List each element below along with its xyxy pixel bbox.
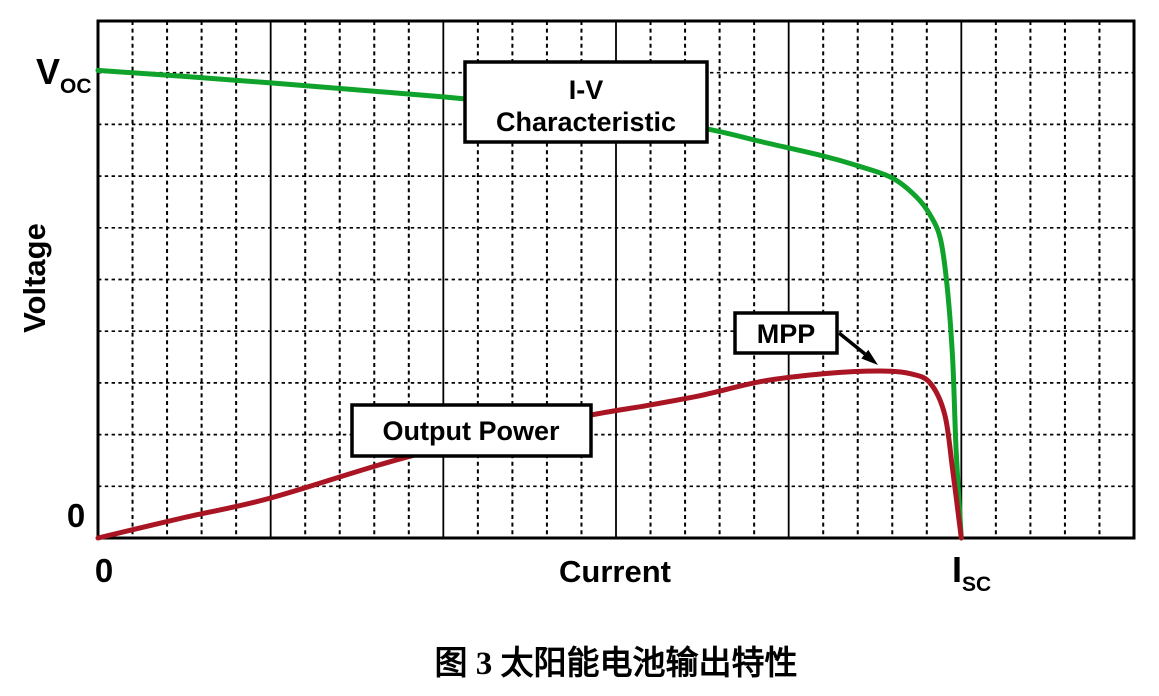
- iv-label-box: I-V Characteristic: [463, 60, 709, 144]
- iv-characteristic-curve: [95, 67, 964, 541]
- iv-label-line1: I-V: [569, 75, 604, 105]
- output-power-label-box: Output Power: [350, 403, 593, 458]
- x-zero-tick-label: 0: [95, 552, 113, 589]
- iv-power-chart: I-V Characteristic MPP Output Power VOC …: [17, 19, 1136, 596]
- y-zero-tick-label: 0: [67, 497, 85, 534]
- isc-tick-label: ISC: [952, 549, 991, 596]
- mpp-label: MPP: [757, 319, 816, 349]
- plot-border: [96, 19, 1136, 540]
- figure-caption: 图 3 太阳能电池输出特性: [434, 646, 798, 682]
- x-axis-title: Current: [559, 554, 671, 589]
- iv-label-line2: Characteristic: [496, 107, 676, 137]
- voc-tick-main: V: [36, 51, 60, 92]
- output-power-curve: [95, 368, 964, 541]
- y-axis-title: Voltage: [17, 223, 52, 333]
- mpp-arrow: [837, 331, 878, 365]
- voc-tick-sub: OC: [60, 75, 92, 98]
- voc-tick-label: VOC: [36, 51, 92, 98]
- output-power-label: Output Power: [383, 416, 560, 446]
- mpp-label-box: MPP: [733, 311, 839, 355]
- isc-tick-main: I: [952, 549, 962, 590]
- isc-tick-sub: SC: [962, 573, 991, 596]
